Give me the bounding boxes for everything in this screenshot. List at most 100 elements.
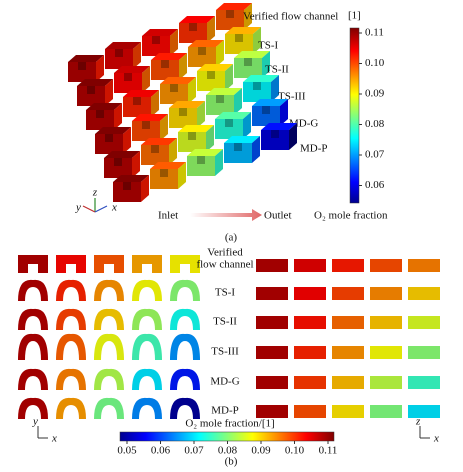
block-side — [179, 53, 187, 80]
block-side — [151, 90, 159, 117]
block-top — [141, 138, 177, 145]
block-notch — [234, 143, 242, 151]
block-notch — [152, 36, 160, 44]
block-front — [187, 156, 215, 176]
cross-section — [94, 279, 124, 301]
block-side — [142, 66, 150, 93]
cross-section — [94, 255, 124, 273]
block-notch — [271, 130, 279, 138]
block-front — [141, 145, 169, 165]
block-notch — [123, 182, 131, 190]
block-top — [68, 55, 104, 62]
block-notch — [225, 119, 233, 127]
block-top — [234, 51, 270, 58]
block-notch — [244, 58, 252, 66]
y-axis — [82, 205, 96, 213]
block-side — [280, 99, 288, 126]
block-front — [234, 58, 262, 78]
block-side — [234, 88, 242, 115]
cross-section — [170, 368, 200, 390]
block-front — [169, 108, 197, 128]
cross-section — [94, 368, 124, 390]
side-view — [408, 287, 440, 300]
block-side — [225, 64, 233, 91]
cross-section — [170, 279, 200, 301]
block-top — [104, 151, 140, 158]
block-front — [197, 71, 225, 91]
cross-section — [170, 255, 200, 273]
block-side — [141, 175, 149, 202]
block-notch — [207, 71, 215, 79]
block-front — [95, 134, 123, 154]
side-view — [370, 346, 402, 359]
cross-section — [94, 397, 124, 419]
side-view — [294, 316, 326, 329]
block-top — [105, 42, 141, 49]
block-side — [178, 162, 186, 189]
block-notch — [161, 60, 169, 68]
axis-triad-b — [37, 426, 430, 439]
block-top — [123, 90, 159, 97]
side-view — [332, 405, 364, 418]
block-notch — [198, 47, 206, 55]
block-front — [178, 132, 206, 152]
cross-section — [56, 255, 86, 273]
side-view — [256, 259, 288, 272]
block-top — [179, 16, 215, 23]
block-top — [150, 162, 186, 169]
block-front — [179, 23, 207, 43]
side-view — [332, 376, 364, 389]
block-front — [188, 47, 216, 67]
block-front — [215, 119, 243, 139]
cross-section — [18, 333, 48, 360]
cross-section — [56, 333, 86, 360]
colorbar-a — [349, 27, 360, 204]
block-notch — [105, 134, 113, 142]
colorbar-tick-label: 0.09 — [365, 88, 385, 100]
block-notch — [262, 106, 270, 114]
block-side — [133, 42, 141, 69]
cross-section — [170, 397, 200, 419]
axis-label: z — [92, 187, 98, 199]
block-notch — [114, 158, 122, 166]
block-front — [86, 110, 114, 130]
block-notch — [87, 86, 95, 94]
axis-label: x — [111, 202, 117, 214]
block-front — [150, 169, 178, 189]
colorbar-tick-label: 0.07 — [365, 149, 385, 161]
colorbar-tick-label: 0.11 — [365, 27, 384, 39]
row-label: MD-P — [211, 405, 239, 417]
row-label: MD-P — [300, 143, 328, 155]
block-notch — [235, 34, 243, 42]
row-label: TS-II — [213, 316, 237, 328]
block-notch — [160, 169, 168, 177]
block-top — [206, 88, 242, 95]
colorbar-tick-label: 0.08 — [218, 445, 238, 457]
x-axis — [94, 205, 108, 213]
cross-section — [132, 333, 162, 360]
block-notch — [197, 156, 205, 164]
block-top — [178, 125, 214, 132]
axis-triad-a — [82, 198, 108, 213]
block-front — [216, 10, 244, 30]
block-top — [160, 77, 196, 84]
row-label: TS-III — [211, 346, 239, 358]
colorbar-tick-label: 0.07 — [184, 445, 204, 457]
row-label: TS-I — [215, 287, 236, 299]
block-notch — [96, 110, 104, 118]
cross-section — [132, 279, 162, 301]
block-side — [160, 114, 168, 141]
block-side — [169, 138, 177, 165]
block-front — [206, 95, 234, 115]
block-top — [215, 112, 251, 119]
block-top — [142, 29, 178, 36]
cross-section — [56, 279, 86, 301]
side-view — [332, 259, 364, 272]
colorbar-tick-label: 0.06 — [151, 445, 171, 457]
colorbar-tick-label: 0.06 — [365, 179, 385, 191]
axis-label: z — [415, 416, 421, 428]
row-label: flow channel — [196, 259, 253, 271]
block-top — [86, 103, 122, 110]
cross-section — [170, 308, 200, 330]
